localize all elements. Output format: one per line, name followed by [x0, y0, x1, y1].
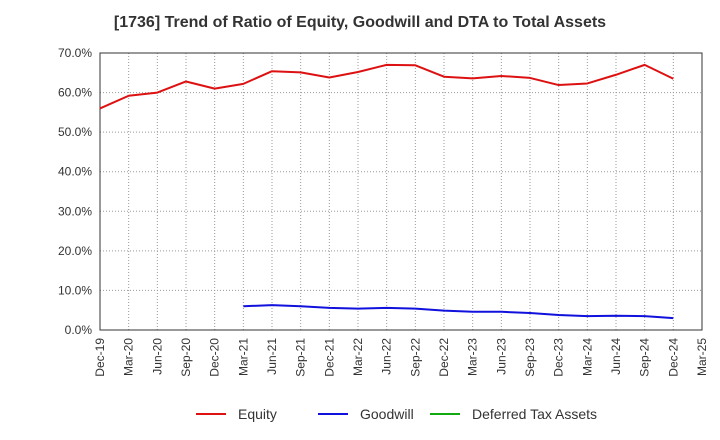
x-tick-label: Mar-23	[466, 338, 480, 376]
y-tick-label: 30.0%	[58, 204, 92, 218]
chart-title: [1736] Trend of Ratio of Equity, Goodwil…	[113, 14, 607, 31]
x-tick-label: Mar-25	[695, 338, 709, 376]
x-tick-label: Jun-24	[609, 338, 623, 375]
legend-label: Deferred Tax Assets	[472, 406, 597, 422]
x-tick-label: Mar-20	[122, 338, 136, 376]
legend-label: Goodwill	[360, 406, 414, 422]
x-tick-label: Dec-23	[552, 338, 566, 377]
x-tick-label: Mar-24	[580, 338, 594, 376]
x-tick-label: Jun-22	[380, 338, 394, 375]
x-tick-label: Dec-24	[666, 338, 680, 377]
y-tick-label: 50.0%	[58, 125, 92, 139]
x-tick-label: Dec-22	[437, 338, 451, 377]
y-tick-label: 60.0%	[58, 86, 92, 100]
x-tick-label: Sep-24	[638, 338, 652, 377]
x-tick-label: Sep-22	[408, 338, 422, 377]
x-tick-label: Mar-21	[236, 338, 250, 376]
x-tick-label: Dec-19	[93, 338, 107, 377]
x-tick-label: Jun-23	[494, 338, 508, 375]
x-tick-label: Sep-21	[294, 338, 308, 377]
x-tick-label: Sep-20	[179, 338, 193, 377]
plot-area	[99, 52, 703, 331]
x-tick-label: Jun-20	[150, 338, 164, 375]
x-tick-label: Dec-21	[322, 338, 336, 377]
y-tick-label: 40.0%	[58, 165, 92, 179]
x-tick-label: Jun-21	[265, 338, 279, 375]
y-tick-label: 10.0%	[58, 283, 92, 297]
x-tick-label: Dec-20	[208, 338, 222, 377]
x-tick-label: Sep-23	[523, 338, 537, 377]
y-tick-label: 0.0%	[65, 323, 93, 337]
y-tick-label: 70.0%	[58, 46, 92, 60]
legend-label: Equity	[238, 406, 277, 422]
series-line	[99, 63, 674, 110]
x-tick-label: Mar-22	[351, 338, 365, 376]
y-tick-label: 20.0%	[58, 244, 92, 258]
series-line	[243, 304, 674, 320]
